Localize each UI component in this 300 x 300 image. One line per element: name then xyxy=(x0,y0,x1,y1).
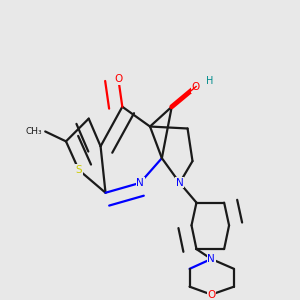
Text: O: O xyxy=(191,82,200,92)
Text: O: O xyxy=(114,74,122,84)
Text: S: S xyxy=(76,165,82,175)
Text: O: O xyxy=(207,290,215,300)
Text: N: N xyxy=(136,178,144,188)
Text: H: H xyxy=(206,76,214,86)
Text: N: N xyxy=(207,254,215,264)
Text: CH₃: CH₃ xyxy=(26,127,42,136)
Text: N: N xyxy=(176,178,184,188)
